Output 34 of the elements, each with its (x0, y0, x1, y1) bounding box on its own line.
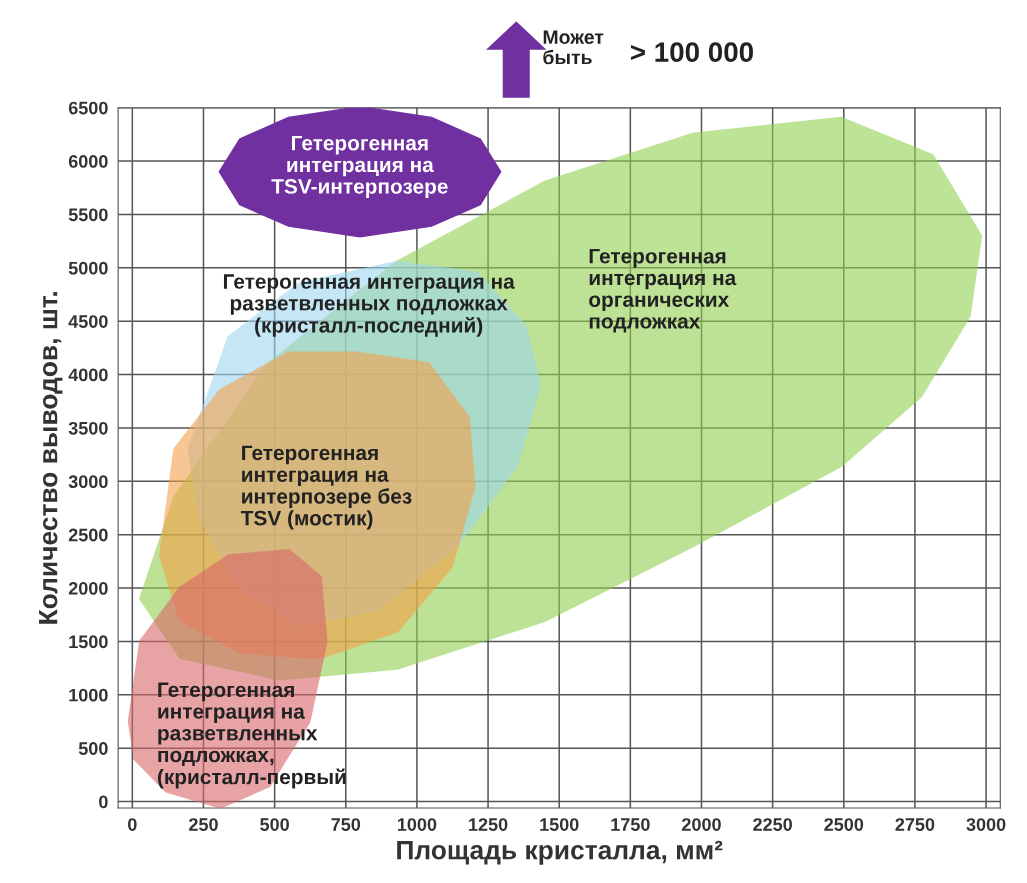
x-tick-label: 2250 (753, 818, 792, 831)
text: Может быть (543, 30, 604, 65)
y-tick-label: 500 (78, 742, 108, 755)
y-tick-label: 5000 (68, 261, 108, 275)
y-tick-label: 3000 (68, 475, 108, 489)
y-tick-label: 6500 (68, 101, 108, 115)
x-tick-label: 2750 (895, 818, 935, 831)
text: > 100 000 (630, 42, 753, 62)
annotation: Гетерогенная интеграция на TSV-интерпозере (271, 135, 448, 198)
x-tick-label: 750 (331, 818, 361, 831)
y-tick-label: 3500 (68, 421, 108, 435)
y-tick-label: 5500 (68, 208, 108, 222)
x-tick-label: 1750 (611, 818, 650, 831)
y-tick-label: 2000 (68, 581, 108, 595)
y-tick-label: 1500 (69, 635, 108, 649)
x-tick-label: 500 (260, 818, 289, 831)
y-axis-title: Количество выводов, шт. (39, 292, 63, 624)
x-axis-title: Площадь кристалла, мм² (397, 840, 723, 865)
annotation: Гетерогенная интеграция на интерпозере без TSV (мостик) (240, 445, 412, 530)
x-tick-label: 2500 (824, 818, 864, 831)
x-tick-label: 2000 (682, 818, 721, 831)
y-tick-label: 2500 (68, 528, 108, 542)
x-tick-label: 1500 (540, 818, 579, 831)
x-tick-label: 1250 (469, 818, 508, 831)
y-tick-label: 4000 (68, 368, 108, 382)
y-tick-label: 0 (99, 795, 108, 809)
x-tick-label: 250 (189, 818, 218, 831)
x-tick-label: 3000 (966, 818, 1006, 831)
y-tick-label: 4500 (68, 315, 108, 328)
y-tick-label: 1000 (69, 688, 108, 702)
y-tick-label: 6000 (68, 155, 108, 168)
x-tick-label: 0 (128, 818, 137, 831)
annotation: Гетерогенная интеграция на органических подложках (589, 249, 737, 333)
x-tick-label: 1000 (397, 818, 437, 831)
